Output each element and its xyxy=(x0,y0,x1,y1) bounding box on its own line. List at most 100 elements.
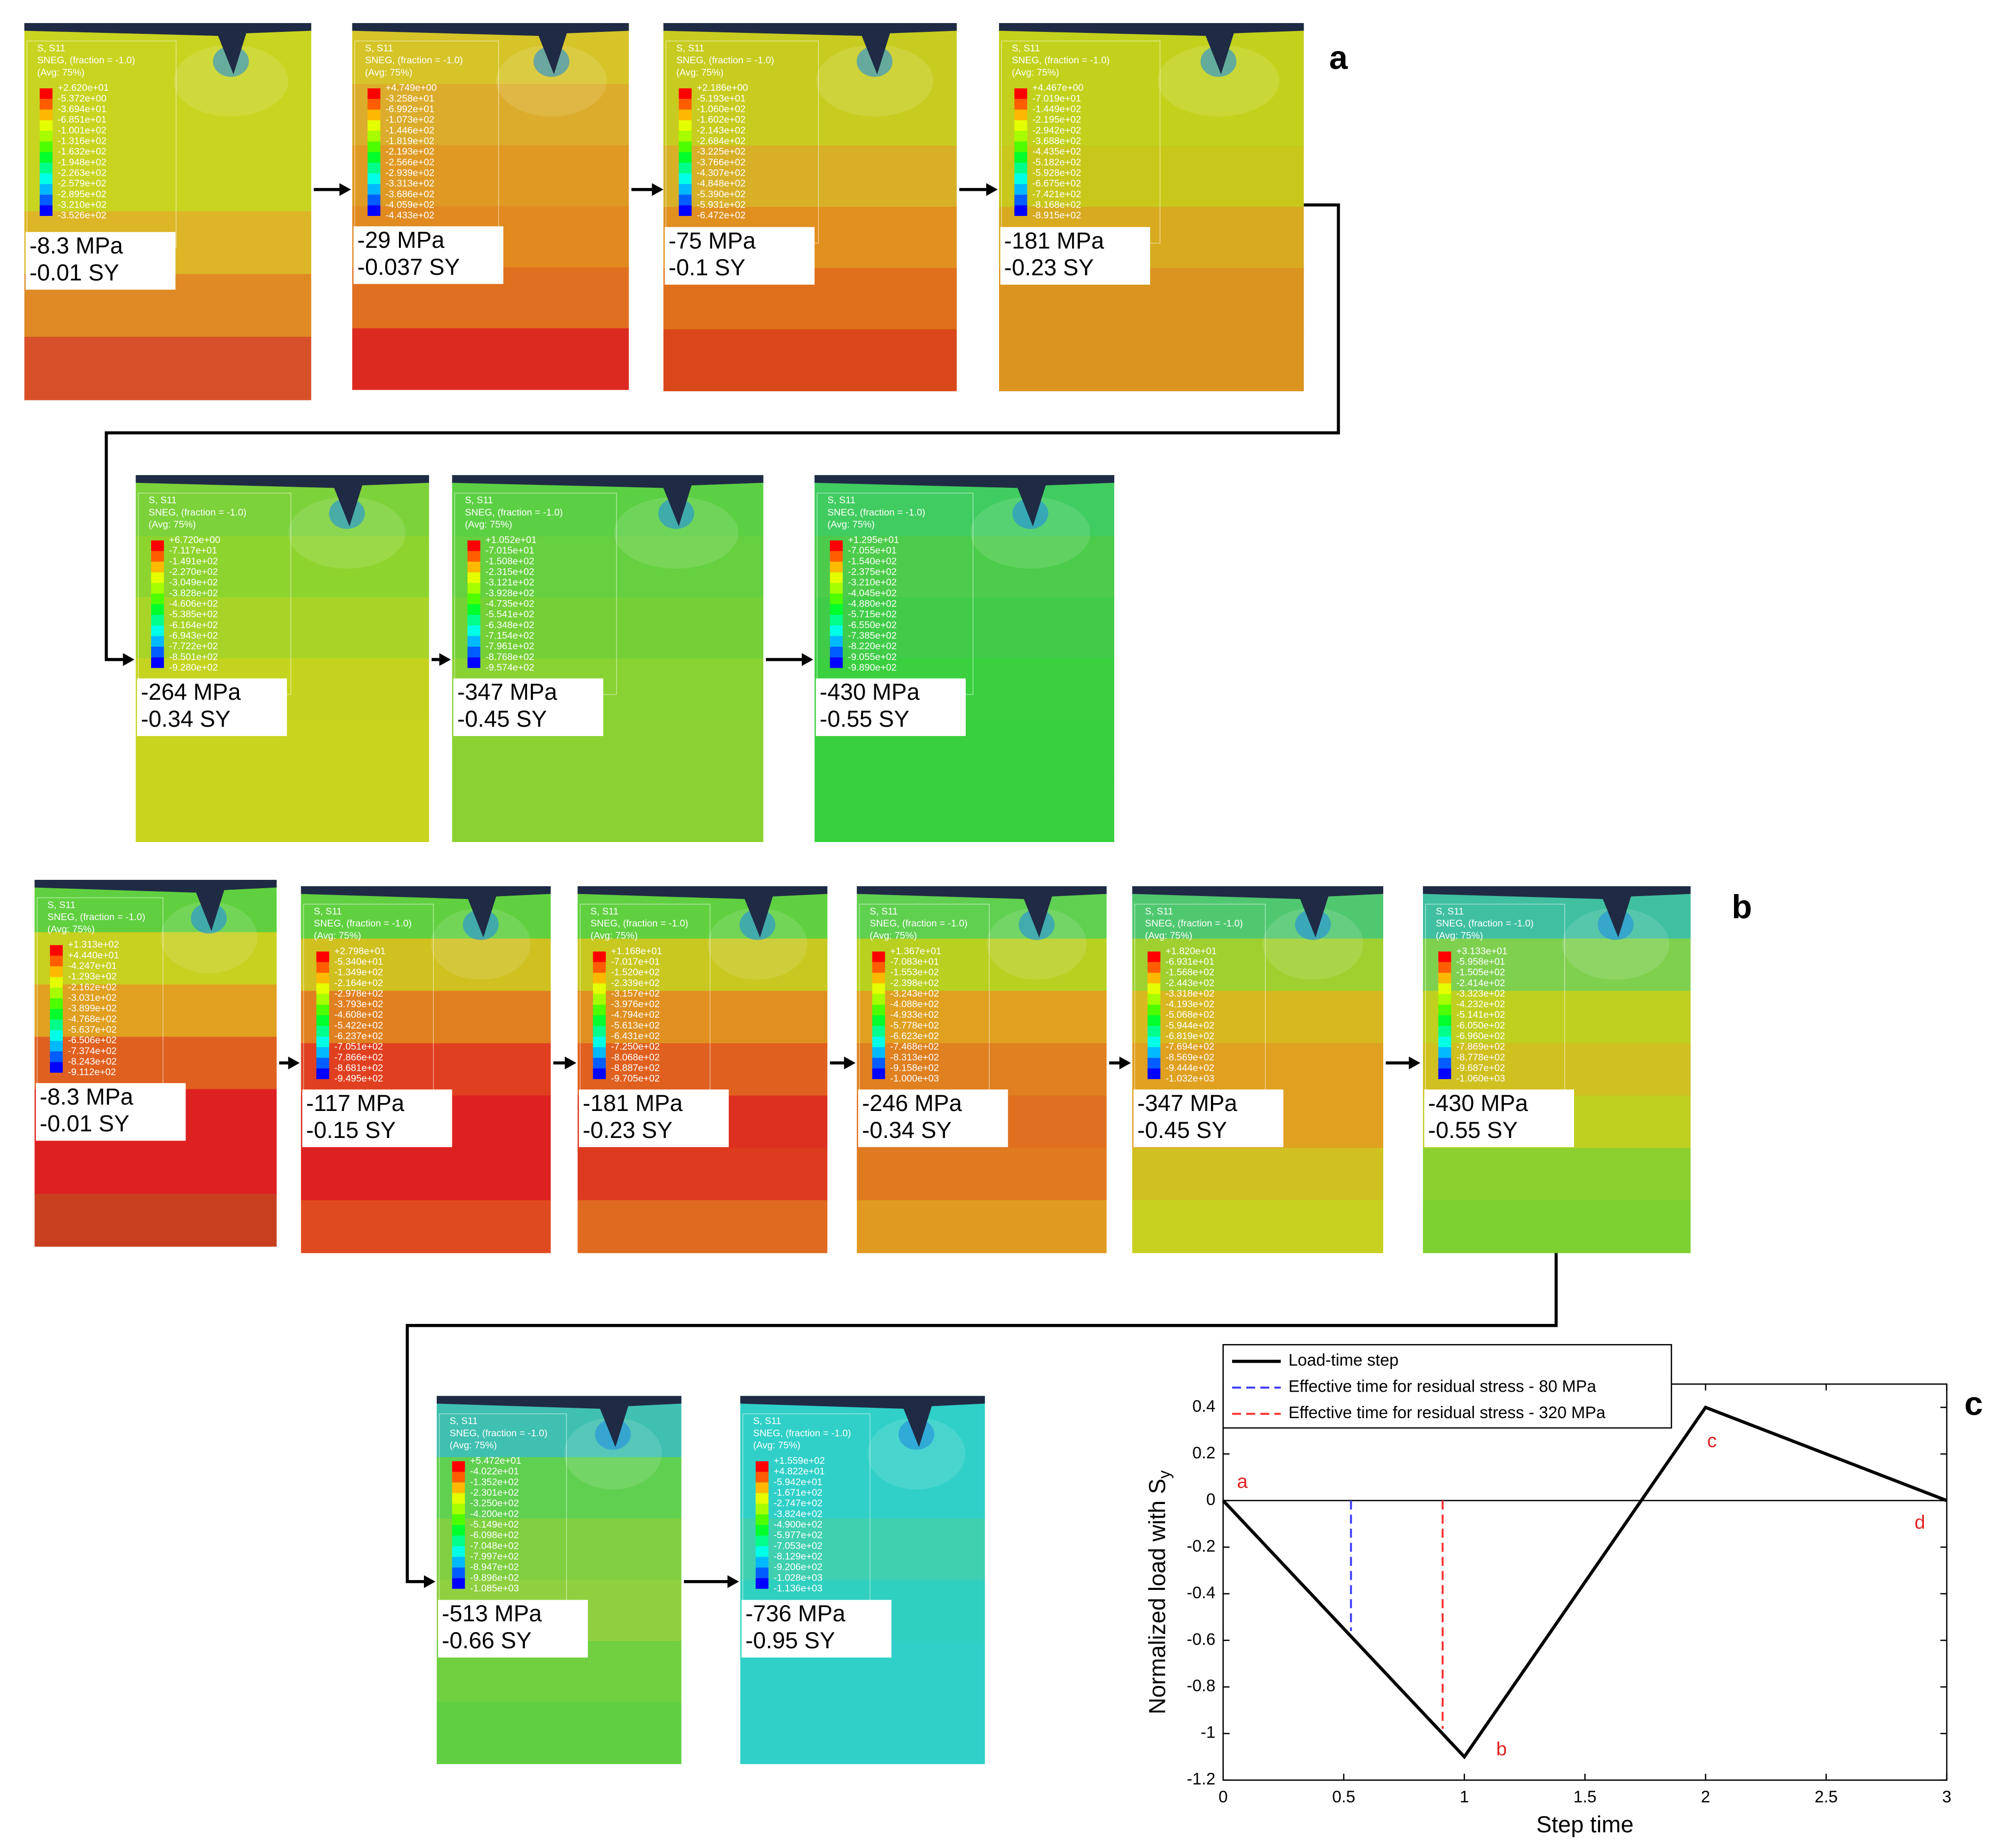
legend-value: -1.352e+02 xyxy=(470,1477,519,1487)
legend-swatch xyxy=(467,593,480,605)
legend-header: (Avg: 75%) xyxy=(753,1440,800,1451)
legend-value: +6.720e+00 xyxy=(169,535,221,546)
legend-swatch xyxy=(50,1030,63,1041)
panel-label: -181 MPa xyxy=(583,1090,684,1116)
label-box xyxy=(664,227,815,285)
legend-swatch xyxy=(50,987,63,999)
legend-header: (Avg: 75%) xyxy=(1436,930,1483,941)
contour-band xyxy=(437,1518,682,1581)
legend-swatch xyxy=(452,1578,465,1589)
indenter xyxy=(578,886,828,938)
legend-value: -3.688e+02 xyxy=(1032,136,1081,147)
legend-swatch xyxy=(50,945,63,956)
legend-swatch xyxy=(1438,1068,1451,1080)
legend-swatch xyxy=(593,1057,606,1069)
panel-label: -0.34 SY xyxy=(862,1117,952,1143)
indenter xyxy=(34,879,277,931)
legend-swatch xyxy=(368,184,381,195)
stress-zone xyxy=(496,45,607,117)
legend-value: -5.390e+02 xyxy=(697,189,746,200)
legend-swatch xyxy=(316,1057,329,1069)
legend-swatch xyxy=(593,1036,606,1048)
legend-value: -1.136e+03 xyxy=(774,1583,823,1594)
legend-value: -1.602e+02 xyxy=(697,114,746,125)
legend-swatch xyxy=(1147,994,1160,1005)
panel-label: -0.55 SY xyxy=(820,706,910,732)
legend-swatch xyxy=(872,1004,885,1016)
legend-value: -6.992e+01 xyxy=(386,104,435,115)
legend-swatch xyxy=(872,994,885,1005)
legend-swatch xyxy=(316,1047,329,1058)
legend-value: -6.472e+02 xyxy=(697,210,746,221)
legend-value: -3.121e+02 xyxy=(485,577,534,588)
stress-zone xyxy=(1562,908,1669,980)
legend-value: -8.569e+02 xyxy=(1165,1052,1214,1063)
legend-value: -3.793e+02 xyxy=(334,999,383,1010)
legend-swatch xyxy=(452,1504,465,1515)
legend-value: -2.443e+02 xyxy=(1165,977,1214,988)
stress-zone xyxy=(288,497,406,569)
legend-header: (Avg: 75%) xyxy=(449,1440,497,1451)
legend-swatch xyxy=(830,625,843,636)
legend-swatch xyxy=(1014,120,1027,131)
x-tick-label: 2.5 xyxy=(1814,1788,1838,1806)
legend-value: -5.372e+00 xyxy=(57,93,106,104)
legend-value: -1.060e+03 xyxy=(1456,1073,1505,1084)
x-tick-label: 2 xyxy=(1701,1788,1710,1806)
y-tick-label: -1 xyxy=(1201,1723,1215,1742)
legend-value: -3.250e+02 xyxy=(470,1498,519,1509)
legend-value: -6.237e+02 xyxy=(334,1031,383,1042)
legend-value: -1.000e+03 xyxy=(890,1073,939,1084)
legend-swatch xyxy=(467,657,480,668)
contour-band xyxy=(857,1148,1107,1201)
panel-label: -347 MPa xyxy=(1137,1090,1238,1116)
contour-band xyxy=(1132,1200,1384,1253)
legend-swatch xyxy=(1147,1004,1160,1016)
legend-swatch xyxy=(452,1567,465,1579)
legend-swatch xyxy=(756,1514,769,1525)
legend-value: -4.608e+02 xyxy=(334,1009,383,1020)
x-tick-label: 0 xyxy=(1218,1788,1228,1806)
legend-header: SNEG, (fraction = -1.0) xyxy=(1145,918,1243,929)
panel-label: -117 MPa xyxy=(306,1090,405,1116)
contour-band xyxy=(301,1200,551,1253)
indenter xyxy=(1422,886,1691,938)
legend-swatch xyxy=(368,205,381,216)
label-box xyxy=(815,678,966,736)
legend-value: -7.385e+02 xyxy=(848,630,897,641)
y-tick-label: -0.8 xyxy=(1187,1677,1215,1695)
legend-swatch xyxy=(679,120,692,131)
legend-swatch xyxy=(679,88,692,99)
legend-value: -1.520e+02 xyxy=(611,967,660,978)
legend-swatch xyxy=(1147,962,1160,973)
panel-label: -0.95 SY xyxy=(745,1627,835,1653)
panel-letter: b xyxy=(1732,889,1752,925)
legend-header: SNEG, (fraction = -1.0) xyxy=(149,507,247,518)
legend-swatch xyxy=(1147,951,1160,962)
legend-swatch xyxy=(452,1535,465,1547)
legend-swatch xyxy=(316,1068,329,1080)
legend-value: +5.472e+01 xyxy=(470,1455,521,1466)
legend-value: -7.053e+02 xyxy=(774,1540,823,1551)
series-line xyxy=(1222,1405,1947,1760)
panel-label: -0.23 SY xyxy=(583,1117,673,1143)
y-axis-label-subscript: y xyxy=(1155,1470,1174,1478)
y-tick-label: -0.4 xyxy=(1187,1584,1215,1602)
legend-value: -9.495e+02 xyxy=(334,1073,383,1084)
legend-value: -6.851e+01 xyxy=(57,114,106,125)
legend-swatch xyxy=(872,1036,885,1048)
legend-swatch xyxy=(368,131,381,142)
contour-band xyxy=(452,597,763,659)
contour-band xyxy=(34,932,277,985)
stress-zone xyxy=(707,908,808,980)
y-tick-label: -0.6 xyxy=(1187,1630,1215,1649)
contour-band xyxy=(1422,1200,1691,1253)
legend-swatch xyxy=(593,962,606,973)
